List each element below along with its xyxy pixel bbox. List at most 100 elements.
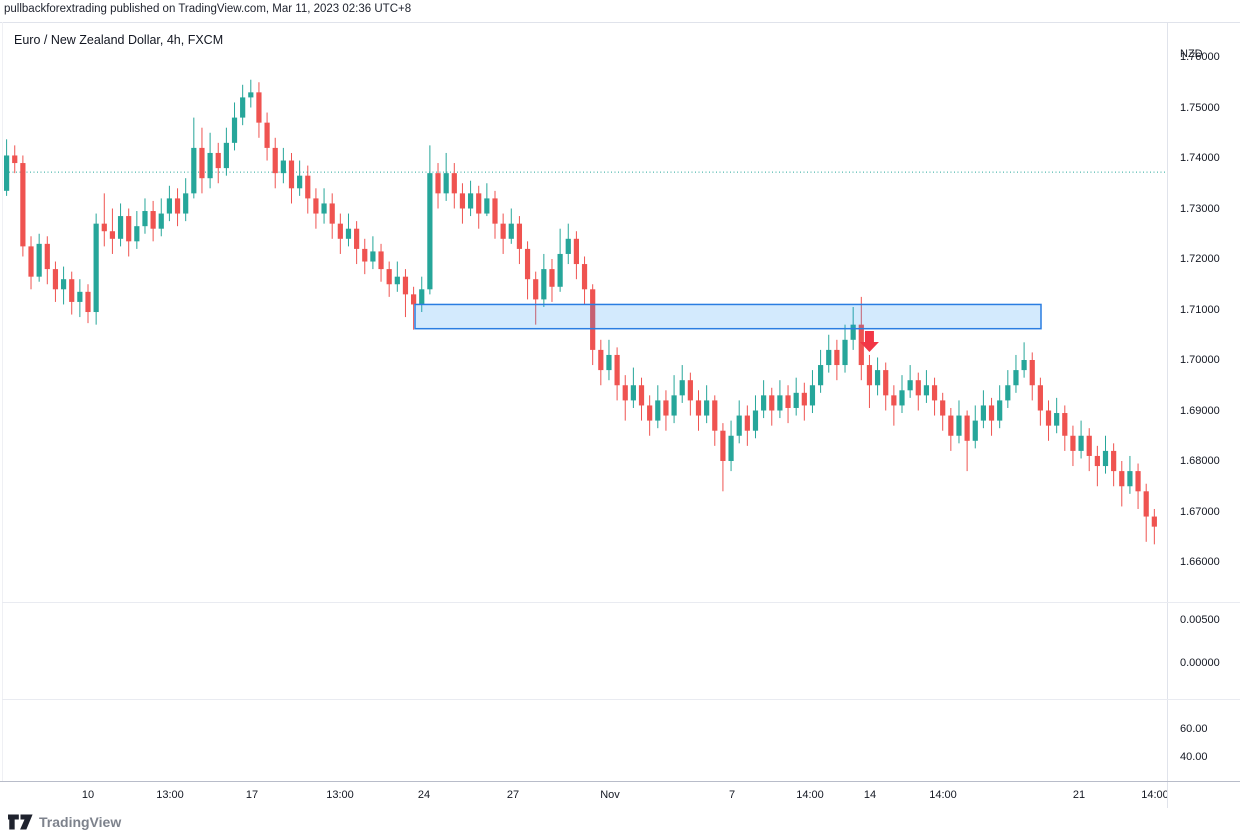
candle-body bbox=[606, 354, 612, 371]
candle-body bbox=[248, 92, 254, 98]
candle-body bbox=[256, 92, 262, 123]
candle-body bbox=[166, 198, 172, 214]
candle-body bbox=[484, 198, 490, 214]
time-tick-label: 14:00 bbox=[1141, 789, 1167, 801]
pane-separator-2[interactable] bbox=[2, 699, 1240, 700]
candle-body bbox=[1070, 435, 1076, 451]
candle-body bbox=[215, 152, 221, 169]
candle-body bbox=[394, 276, 400, 285]
candle-body bbox=[923, 385, 930, 396]
price-tick-label: 1.76000 bbox=[1180, 51, 1220, 63]
candle-body bbox=[297, 175, 303, 189]
candle-body bbox=[288, 160, 295, 189]
candle-body bbox=[313, 198, 319, 214]
candle-body bbox=[630, 385, 636, 401]
candle-body bbox=[858, 324, 864, 366]
candle-body bbox=[907, 380, 913, 391]
candle-body bbox=[419, 289, 425, 305]
candle-body bbox=[1078, 435, 1084, 451]
time-tick-label: 14:00 bbox=[929, 789, 957, 801]
candle-body bbox=[671, 395, 677, 416]
time-tick-label: 13:00 bbox=[326, 789, 354, 801]
candle-body bbox=[712, 400, 718, 431]
candle-body bbox=[972, 420, 978, 441]
candle-body bbox=[44, 243, 50, 270]
candle-body bbox=[402, 276, 409, 295]
candle-body bbox=[77, 291, 83, 302]
time-tick-label: Nov bbox=[600, 789, 620, 801]
candle-body bbox=[931, 385, 938, 401]
candle-body bbox=[20, 163, 26, 247]
candle-body bbox=[598, 349, 604, 371]
pane3-tick-label: 60.00 bbox=[1180, 723, 1208, 735]
time-axis[interactable]: 10 13:00 17 13:00 24 27 Nov 7 14:00 14 14:00 21 14:0… bbox=[0, 782, 1167, 808]
candle-body bbox=[199, 147, 205, 179]
candle-body bbox=[948, 415, 954, 436]
candle-body bbox=[793, 392, 799, 408]
candle-body bbox=[1151, 516, 1157, 527]
candle-body bbox=[826, 349, 832, 366]
candle-body bbox=[207, 152, 213, 179]
candle-body bbox=[492, 198, 498, 224]
candle-body bbox=[940, 400, 946, 416]
candle-body bbox=[752, 410, 759, 431]
time-tick-label: 10 bbox=[81, 789, 95, 801]
credit-text: pullbackforextrading published on Tradin… bbox=[4, 3, 412, 15]
candle-body bbox=[36, 243, 42, 277]
candle-body bbox=[321, 203, 327, 214]
candle-body bbox=[964, 415, 970, 441]
candle-body bbox=[1045, 410, 1052, 426]
candle-body bbox=[69, 279, 75, 302]
candle-body bbox=[467, 193, 474, 209]
candle-body bbox=[533, 279, 539, 300]
price-tick-label: 1.74000 bbox=[1180, 152, 1220, 164]
candle-body bbox=[435, 173, 441, 194]
candle-body bbox=[370, 251, 376, 262]
candle-body bbox=[345, 228, 352, 239]
candle-body bbox=[809, 385, 816, 406]
candle-body bbox=[1054, 413, 1060, 426]
candle-body bbox=[126, 216, 132, 242]
candle-body bbox=[614, 354, 620, 386]
candle-body bbox=[378, 251, 384, 270]
candle-body bbox=[305, 175, 311, 199]
candle-body bbox=[1037, 385, 1043, 411]
chart-frame-left-border bbox=[2, 22, 3, 781]
tradingview-logo[interactable]: TradingView bbox=[8, 812, 121, 832]
candle-body bbox=[874, 370, 881, 386]
pane-separator-1[interactable] bbox=[2, 602, 1240, 603]
candle-body bbox=[785, 395, 791, 408]
arrow-down-marker[interactable] bbox=[859, 330, 879, 352]
candle-body bbox=[1029, 360, 1035, 386]
candle-body bbox=[761, 395, 767, 411]
candle-body bbox=[1111, 450, 1117, 472]
candle-body bbox=[549, 269, 555, 287]
candle-body bbox=[386, 269, 392, 285]
pane3-tick-label: 40.00 bbox=[1180, 751, 1208, 763]
candle-body bbox=[500, 223, 506, 239]
time-tick-label: 27 bbox=[506, 789, 520, 801]
candle-body bbox=[687, 380, 693, 401]
candle-body bbox=[443, 173, 449, 194]
candle-body bbox=[1127, 471, 1133, 487]
candle-body bbox=[647, 405, 653, 421]
candle-body bbox=[183, 193, 189, 214]
time-tick-label: 7 bbox=[728, 789, 736, 801]
price-tick-label: 1.67000 bbox=[1180, 505, 1220, 518]
time-tick-label: 21 bbox=[1072, 789, 1086, 801]
time-axis-separator bbox=[0, 781, 1240, 782]
price-axis[interactable]: NZD 1.76000 1.75000 1.74000 1.73000 1.72000 1… bbox=[1167, 22, 1240, 808]
candle-body bbox=[451, 173, 457, 194]
candle-body bbox=[1005, 385, 1011, 401]
supply-zone-rectangle[interactable] bbox=[414, 303, 1042, 330]
candle-body bbox=[695, 400, 702, 416]
candle-body bbox=[337, 223, 343, 239]
candle-body bbox=[638, 385, 645, 406]
price-tick-label: 1.72000 bbox=[1180, 253, 1220, 265]
candle-body bbox=[704, 400, 710, 416]
candle-body bbox=[891, 395, 897, 406]
candle-body bbox=[158, 213, 164, 229]
candle-body bbox=[590, 289, 596, 350]
